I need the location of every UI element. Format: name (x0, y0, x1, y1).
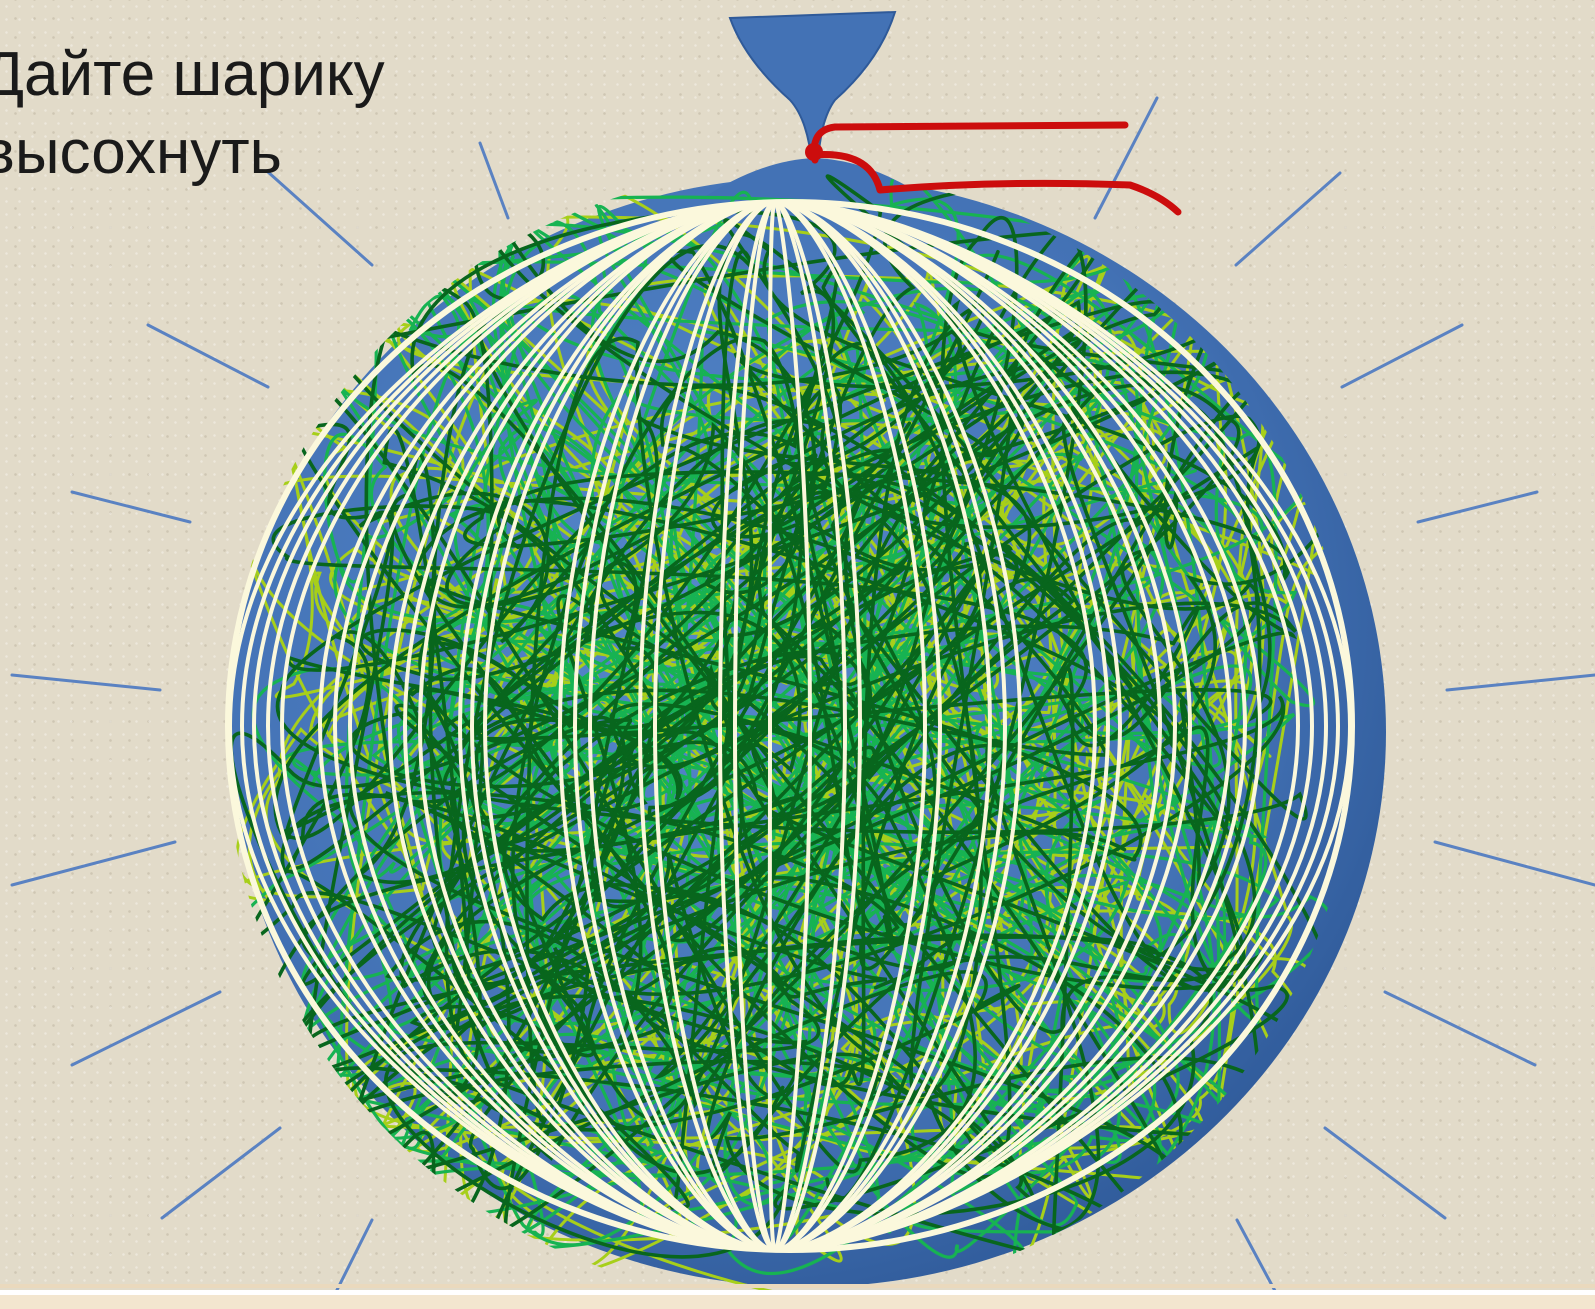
meridian-thread (774, 200, 1341, 1252)
meridian-thread (347, 200, 776, 1252)
meridian-thread (332, 200, 776, 1252)
meridian-thread (767, 200, 777, 1252)
meridian-thread (482, 200, 776, 1252)
meridian-thread (774, 200, 1248, 1252)
meridian-thread (469, 200, 776, 1252)
ray-line (70, 990, 222, 1067)
meridian-thread (774, 200, 1098, 1252)
meridian-thread (774, 200, 1111, 1252)
ray-line (1323, 1126, 1447, 1220)
meridian-thread (557, 200, 776, 1252)
meridian-thread (317, 200, 776, 1252)
caption-text: Дайте шарику высохнуть (0, 36, 385, 192)
meridian-thread (773, 200, 813, 1252)
ray-line (478, 141, 510, 220)
meridian-thread (402, 200, 776, 1252)
thread-scribble (347, 249, 1300, 1235)
ray-line (70, 490, 192, 524)
meridian-thread (251, 200, 776, 1252)
meridian-thread (279, 200, 776, 1252)
meridian-thread (774, 200, 943, 1252)
meridian-thread (572, 200, 776, 1252)
meridian-thread (774, 200, 993, 1252)
ray-line (10, 673, 162, 692)
ray-line (1445, 673, 1595, 692)
ray-line (1340, 323, 1464, 389)
meridian-thread (774, 200, 1008, 1252)
meridian-thread (417, 200, 776, 1252)
ray-line (1234, 171, 1342, 267)
meridian-thread (774, 200, 1315, 1252)
caption-line-2: высохнуть (0, 118, 282, 187)
radiating-rays (10, 96, 1595, 1306)
balloon-neck (700, 158, 930, 200)
meridian-thread (587, 200, 776, 1252)
ray-line (1416, 490, 1539, 524)
meridian-thread (774, 200, 1233, 1252)
thread-scribble (265, 174, 1262, 1256)
ray-line (266, 170, 374, 267)
meridian-thread (774, 200, 1329, 1252)
white-meridian-threads (225, 199, 1355, 1253)
meridian-thread (774, 200, 928, 1252)
ray-line (10, 840, 177, 887)
meridian-thread (717, 200, 776, 1252)
caption-line-1: Дайте шарику (0, 40, 385, 109)
meridian-thread (652, 200, 776, 1252)
meridian-thread (774, 200, 1301, 1252)
ray-line (1383, 990, 1537, 1067)
red-string (805, 121, 1182, 216)
meridian-thread (774, 200, 848, 1252)
ray-line (1093, 96, 1159, 220)
thread-scribble (229, 245, 1341, 1265)
meridian-thread (774, 200, 1178, 1252)
meridian-thread (774, 200, 1023, 1252)
meridian-thread (774, 200, 1163, 1252)
meridian-thread (774, 200, 863, 1252)
meridian-thread (265, 200, 776, 1252)
bottom-footer-bar (0, 1290, 1595, 1309)
meridian-thread (239, 200, 776, 1252)
meridian-thread (732, 200, 776, 1252)
outer-thread-ring (225, 199, 1355, 1253)
ray-line (1433, 840, 1595, 887)
meridian-thread (774, 200, 1193, 1252)
bottom-divider-strip (0, 1284, 1595, 1288)
meridian-thread (637, 200, 776, 1252)
meridian-thread (457, 200, 776, 1252)
meridian-thread (774, 200, 1123, 1252)
meridian-thread (387, 200, 776, 1252)
ray-line (160, 1126, 282, 1220)
ray-line (146, 323, 270, 389)
meridian-thread (774, 200, 1263, 1252)
